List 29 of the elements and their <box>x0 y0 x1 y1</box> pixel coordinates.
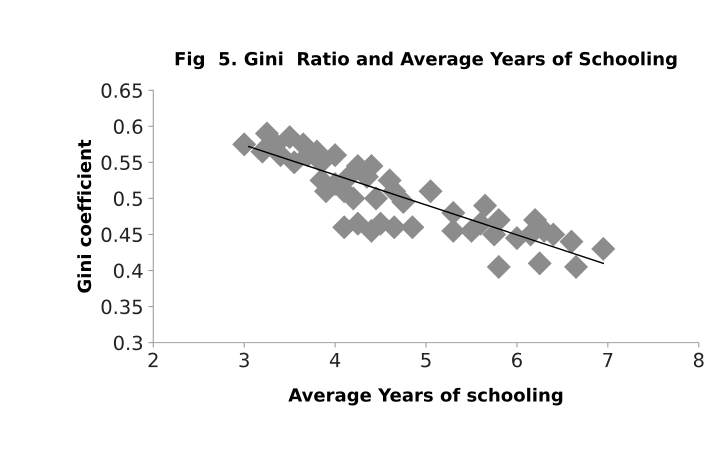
point <box>473 194 498 218</box>
y-axis-title: Gini coefficient <box>77 140 92 293</box>
point <box>528 251 552 276</box>
x-axis-title: Average Years of schooling <box>288 388 562 406</box>
x-tick-label: 6 <box>512 352 522 368</box>
point <box>559 230 584 254</box>
point <box>486 254 511 279</box>
chart-title: Fig 5. Gini Ratio and Average Years of Schooling <box>176 52 676 70</box>
point <box>391 190 416 214</box>
point <box>591 236 616 261</box>
x-tick-label: 8 <box>694 352 704 368</box>
point <box>232 132 256 156</box>
y-tick-label: 0.45 <box>102 227 142 242</box>
y-tick-label: 0.3 <box>114 336 142 350</box>
point <box>564 254 588 279</box>
x-tick-label: 2 <box>148 352 158 368</box>
y-tick-label: 0.4 <box>114 263 142 278</box>
point <box>418 179 443 204</box>
y-tick-label: 0.6 <box>114 119 142 134</box>
y-tick-label: 0.55 <box>102 155 142 170</box>
x-tick-label: 5 <box>421 352 431 368</box>
x-tick-label: 7 <box>603 352 612 368</box>
x-tick-label: 3 <box>240 352 249 368</box>
point <box>364 186 388 210</box>
point <box>278 125 302 150</box>
y-tick-label: 0.35 <box>102 300 142 314</box>
y-tick-label: 0.65 <box>102 83 142 98</box>
y-tick-label: 0.5 <box>114 191 142 206</box>
x-tick-label: 4 <box>330 352 340 368</box>
